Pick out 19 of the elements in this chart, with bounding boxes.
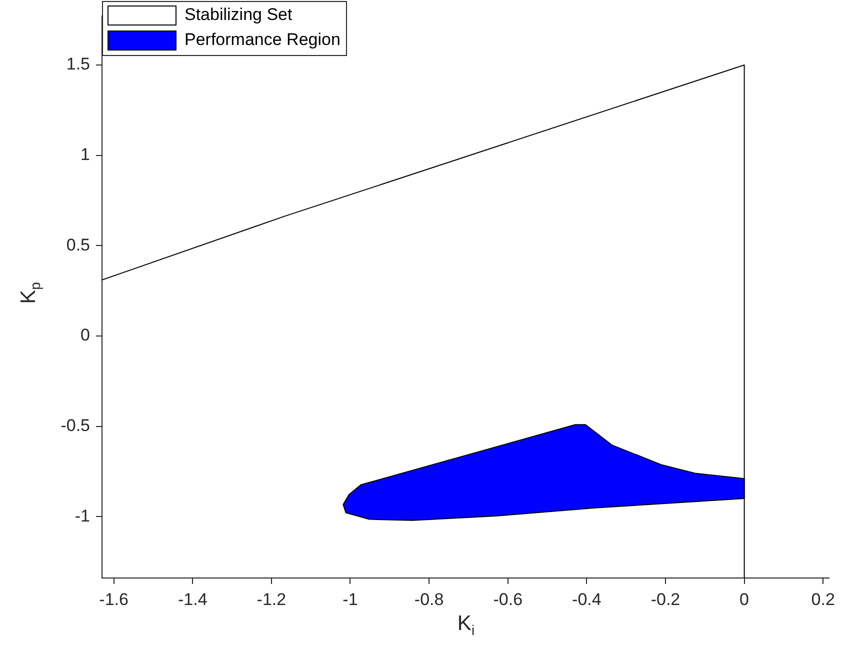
- y-tick-label: -0.5: [60, 416, 90, 435]
- y-tick-label: 0.5: [66, 235, 90, 254]
- legend-label: Performance Region: [184, 30, 340, 50]
- x-tick-label: -1.2: [256, 590, 286, 609]
- x-tick-label: -0.6: [493, 590, 523, 609]
- x-tick-label: 0: [740, 590, 750, 609]
- x-tick-label: -1: [342, 590, 358, 609]
- x-tick-label: -1.4: [178, 590, 208, 609]
- x-tick-label: -0.8: [414, 590, 444, 609]
- x-tick-label: -0.2: [650, 590, 680, 609]
- legend-label: Stabilizing Set: [184, 5, 293, 24]
- x-tick-label: 0.2: [811, 590, 835, 609]
- y-tick-label: -1: [74, 506, 90, 526]
- y-tick-label: 0: [80, 326, 90, 345]
- y-tick-label: 1.5: [66, 54, 90, 74]
- x-tick-label: -1.6: [99, 590, 128, 609]
- y-tick-label: 1: [80, 144, 90, 164]
- x-axis-title: K$_{i}$: [457, 612, 475, 638]
- x-tick-label: -0.4: [572, 590, 602, 609]
